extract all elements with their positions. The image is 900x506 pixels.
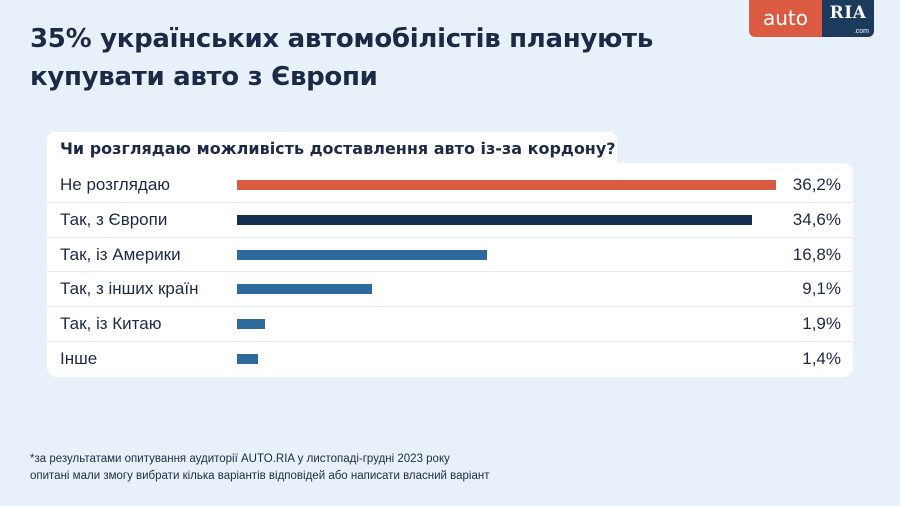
footnote: *за результатами опитування аудиторії AU… — [30, 451, 490, 485]
category-label: Так, із Америки — [60, 244, 181, 264]
value-label: 1,4% — [802, 349, 841, 368]
value-label: 1,9% — [802, 314, 841, 334]
chart-title: Чи розглядаю можливість доставлення авто… — [60, 139, 616, 158]
bar-row: Так, з інших країн 9,1% — [47, 272, 853, 306]
row-divider — [47, 236, 853, 238]
bar — [237, 214, 752, 225]
category-label: Інше — [60, 349, 98, 368]
bar-row: Так, із Америки 16,8% — [47, 238, 853, 272]
bar — [237, 354, 258, 364]
bar — [237, 319, 265, 330]
bar-row: Так, із Китаю 1,9% — [47, 307, 853, 341]
footnote-line-1: *за результатами опитування аудиторії AU… — [30, 453, 450, 465]
bar-row: Так, з Європи 34,6% — [47, 203, 853, 237]
logo-ria-text: RIA — [829, 3, 867, 23]
page-title: 35% українських автомобілістів планують … — [30, 24, 653, 92]
category-label: Не розглядаю — [60, 175, 171, 194]
value-label: 9,1% — [802, 279, 841, 299]
value-label: 16,8% — [792, 244, 841, 264]
bar-row: Не розглядаю 36,2% — [47, 168, 853, 202]
bar — [237, 180, 776, 190]
logo-auto-text: auto — [749, 0, 822, 37]
autoria-logo[interactable]: auto RIA .com — [749, 0, 874, 37]
bar — [237, 284, 372, 295]
bar-row: Інше 1,4% — [47, 342, 853, 376]
category-label: Так, з інших країн — [60, 279, 199, 299]
question-tab — [47, 132, 617, 166]
value-label: 36,2% — [792, 175, 841, 194]
logo-dotcom-text: .com — [853, 28, 869, 35]
row-divider — [47, 201, 853, 203]
footnote-line-2: опитані мали змогу вибрати кілька варіан… — [30, 470, 490, 482]
category-label: Так, із Китаю — [60, 314, 162, 334]
bar — [237, 249, 487, 260]
row-divider — [47, 306, 853, 308]
value-label: 34,6% — [792, 209, 841, 229]
row-divider — [47, 271, 853, 273]
row-divider — [47, 341, 853, 342]
category-label: Так, з Європи — [60, 209, 168, 229]
logo-ria-block: RIA .com — [822, 0, 874, 37]
